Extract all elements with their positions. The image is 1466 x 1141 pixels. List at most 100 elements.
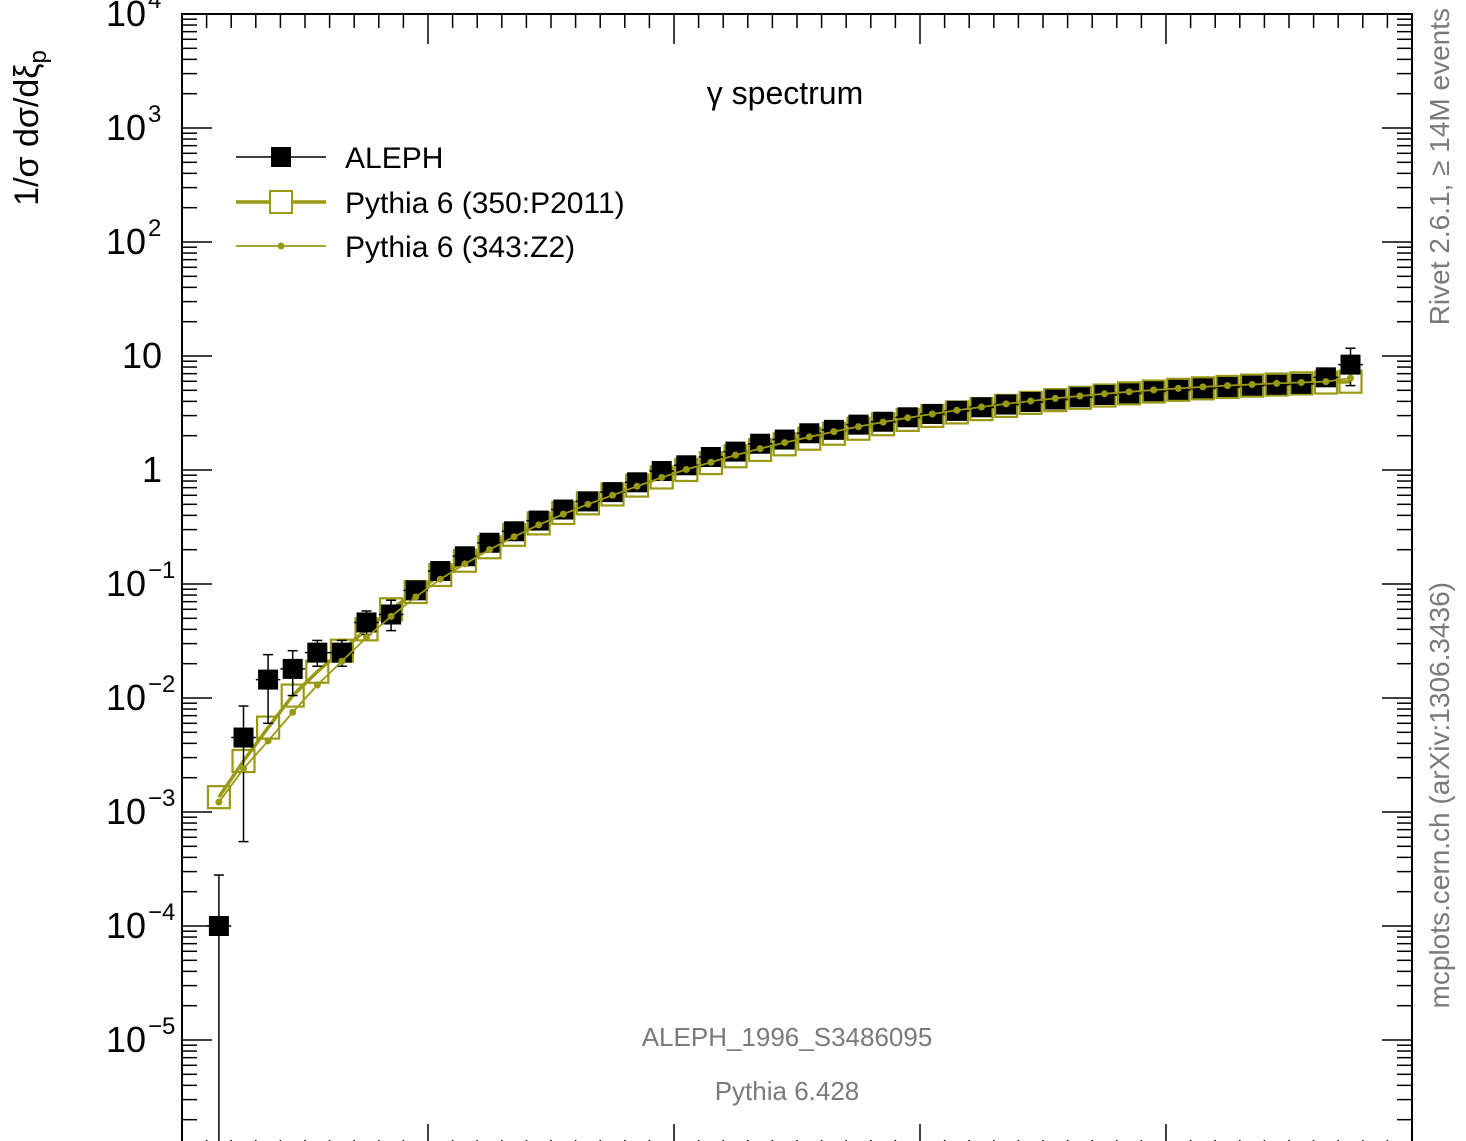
point-pythia-z2 bbox=[879, 418, 887, 426]
point-pythia-z2 bbox=[609, 491, 616, 499]
legend-marker-pythia-p2011 bbox=[269, 190, 293, 214]
y-tick-label: 102 bbox=[106, 215, 161, 262]
point-aleph bbox=[700, 447, 721, 468]
point-pythia-z2 bbox=[928, 410, 936, 418]
y-tick-label-exponent: 2 bbox=[148, 215, 161, 242]
y-tick-label-base: 10 bbox=[106, 563, 146, 604]
y-tick-label: 103 bbox=[106, 101, 161, 148]
point-pythia-z2 bbox=[264, 737, 272, 745]
legend-entry-pythia-z2: Pythia 6 (343:Z2) bbox=[236, 231, 575, 264]
point-pythia-z2 bbox=[338, 657, 346, 665]
point-pythia-z2 bbox=[756, 445, 764, 453]
point-pythia-z2 bbox=[289, 708, 297, 716]
point-pythia-z2 bbox=[240, 765, 247, 773]
point-pythia-z2 bbox=[363, 633, 370, 641]
y-tick-label-exponent: −4 bbox=[148, 899, 175, 926]
point-aleph bbox=[553, 499, 574, 520]
y-tick-label: 10−5 bbox=[106, 1013, 175, 1060]
analysis-id: ALEPH_1996_S3486095 bbox=[642, 1022, 933, 1052]
point-pythia-z2 bbox=[1002, 400, 1010, 408]
point-pythia-z2 bbox=[1101, 390, 1108, 398]
point-pythia-z2 bbox=[1150, 386, 1158, 394]
point-pythia-z2 bbox=[732, 451, 739, 459]
y-tick-label-exponent: 3 bbox=[148, 101, 161, 128]
point-pythia-z2 bbox=[1224, 382, 1231, 390]
mcplots-label: mcplots.cern.ch (arXiv:1306.3436) bbox=[1424, 582, 1455, 1008]
y-tick-label-exponent: 4 bbox=[148, 0, 161, 14]
legend-marker-aleph bbox=[271, 147, 291, 167]
y-tick-label-base: 10 bbox=[106, 677, 146, 718]
legend-label-pythia-z2: Pythia 6 (343:Z2) bbox=[345, 231, 575, 264]
series-layer bbox=[206, 347, 1363, 1141]
y-tick-label-exponent: −3 bbox=[148, 785, 175, 812]
legend-marker-pythia-z2 bbox=[277, 242, 285, 250]
y-tick-label: 10−4 bbox=[106, 899, 175, 946]
point-pythia-z2 bbox=[461, 560, 469, 568]
y-tick-label-exponent: −2 bbox=[148, 671, 175, 698]
axis-ticks bbox=[181, 13, 1413, 1141]
y-axis-label-main: 1/σ dσ/dξ bbox=[8, 64, 46, 206]
point-pythia-z2 bbox=[1174, 384, 1182, 392]
point-aleph bbox=[504, 521, 525, 542]
legend-entry-aleph: ALEPH bbox=[236, 142, 443, 175]
y-tick-label-base: 10 bbox=[106, 221, 146, 262]
point-pythia-z2 bbox=[1125, 388, 1133, 396]
y-tick-label: 10 bbox=[122, 335, 162, 376]
point-pythia-z2 bbox=[1273, 379, 1281, 387]
point-pythia-z2 bbox=[584, 500, 592, 508]
legend-label-aleph: ALEPH bbox=[345, 142, 443, 175]
point-aleph bbox=[356, 612, 377, 633]
point-pythia-z2 bbox=[978, 403, 985, 411]
point-aleph bbox=[405, 580, 426, 601]
y-axis-label: 1/σ dσ/dξp bbox=[8, 50, 52, 206]
point-pythia-z2 bbox=[535, 521, 543, 529]
point-pythia-z2 bbox=[387, 612, 395, 620]
chart-title: γ spectrum bbox=[707, 75, 863, 111]
rivet-events-label: Rivet 2.6.1, ≥ 14M events bbox=[1424, 8, 1455, 325]
svg-text:1/σ dσ/dξp: 1/σ dσ/dξp bbox=[8, 50, 52, 206]
point-pythia-z2 bbox=[1297, 378, 1305, 386]
point-pythia-z2 bbox=[1199, 383, 1207, 391]
point-pythia-z2 bbox=[412, 593, 420, 601]
point-pythia-z2 bbox=[1248, 380, 1256, 388]
y-tick-label: 104 bbox=[106, 0, 161, 34]
y-tick-label-base: 10 bbox=[122, 335, 162, 376]
point-pythia-z2 bbox=[830, 428, 838, 436]
point-pythia-z2 bbox=[855, 423, 862, 431]
point-pythia-z2 bbox=[707, 458, 715, 466]
y-tick-label: 10−3 bbox=[106, 785, 175, 832]
y-tick-label-base: 10 bbox=[106, 107, 146, 148]
y-tick-label-base: 10 bbox=[106, 0, 146, 34]
point-pythia-z2 bbox=[1076, 392, 1084, 400]
point-pythia-z2 bbox=[658, 473, 666, 481]
point-pythia-z2 bbox=[682, 466, 690, 474]
point-aleph bbox=[258, 669, 279, 690]
point-aleph bbox=[208, 916, 229, 936]
legend: ALEPH Pythia 6 (350:P2011) Pythia 6 (343… bbox=[236, 142, 625, 264]
point-pythia-z2 bbox=[436, 575, 444, 583]
point-pythia-z2 bbox=[805, 433, 813, 441]
y-tick-label-exponent: −5 bbox=[148, 1013, 175, 1040]
y-tick-label-base: 10 bbox=[106, 791, 146, 832]
point-aleph bbox=[750, 433, 771, 454]
point-pythia-z2 bbox=[559, 510, 567, 518]
point-aleph bbox=[282, 658, 303, 679]
y-tick-label: 1 bbox=[142, 449, 162, 490]
point-aleph bbox=[307, 642, 328, 663]
point-pythia-z2 bbox=[904, 414, 912, 422]
point-pythia-z2 bbox=[781, 439, 789, 447]
point-aleph bbox=[233, 727, 254, 748]
y-axis-label-sub: p bbox=[25, 50, 52, 63]
point-pythia-z2 bbox=[313, 681, 321, 689]
point-pythia-z2 bbox=[1347, 374, 1354, 382]
point-pythia-z2 bbox=[953, 406, 961, 414]
point-aleph bbox=[528, 510, 549, 531]
legend-entry-pythia-p2011: Pythia 6 (350:P2011) bbox=[236, 187, 625, 220]
point-pythia-z2 bbox=[486, 546, 493, 554]
point-aleph bbox=[1340, 354, 1361, 375]
point-pythia-z2 bbox=[1051, 394, 1059, 402]
plot-frame bbox=[181, 13, 1413, 1141]
point-pythia-z2 bbox=[215, 798, 223, 806]
